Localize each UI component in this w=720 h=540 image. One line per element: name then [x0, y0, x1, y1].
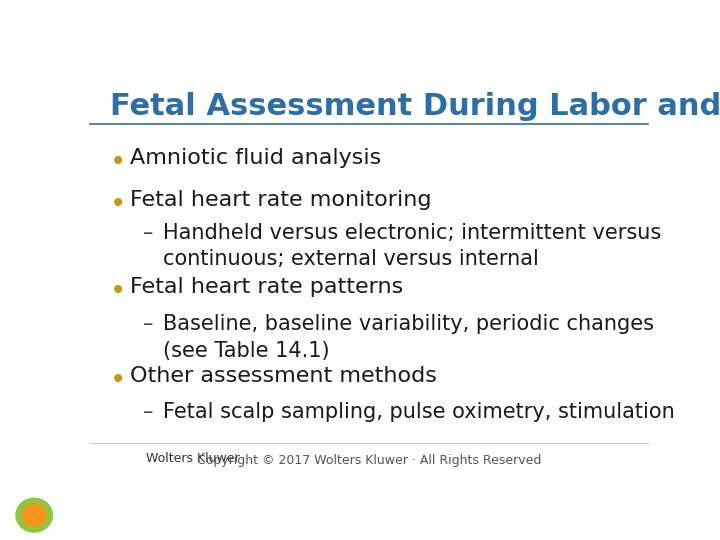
Text: Other assessment methods: Other assessment methods [130, 366, 437, 386]
Circle shape [16, 498, 53, 532]
Text: –: – [143, 314, 153, 334]
Text: Baseline, baseline variability, periodic changes
(see Table 14.1): Baseline, baseline variability, periodic… [163, 314, 654, 361]
Text: Fetal Assessment During Labor and Birth: Fetal Assessment During Labor and Birth [109, 92, 720, 121]
Text: –: – [143, 223, 153, 243]
Text: •: • [109, 148, 126, 176]
Text: –: – [143, 402, 153, 422]
Text: •: • [109, 190, 126, 218]
Text: Handheld versus electronic; intermittent versus
continuous; external versus inte: Handheld versus electronic; intermittent… [163, 223, 661, 269]
Text: Wolters Kluwer: Wolters Kluwer [145, 453, 240, 465]
Text: Fetal scalp sampling, pulse oximetry, stimulation: Fetal scalp sampling, pulse oximetry, st… [163, 402, 675, 422]
Text: Fetal heart rate patterns: Fetal heart rate patterns [130, 277, 403, 297]
Text: Fetal heart rate monitoring: Fetal heart rate monitoring [130, 190, 432, 210]
Circle shape [22, 504, 46, 526]
Text: •: • [109, 366, 126, 394]
Text: •: • [109, 277, 126, 305]
Text: Amniotic fluid analysis: Amniotic fluid analysis [130, 148, 382, 168]
Text: Copyright © 2017 Wolters Kluwer · All Rights Reserved: Copyright © 2017 Wolters Kluwer · All Ri… [197, 454, 541, 467]
